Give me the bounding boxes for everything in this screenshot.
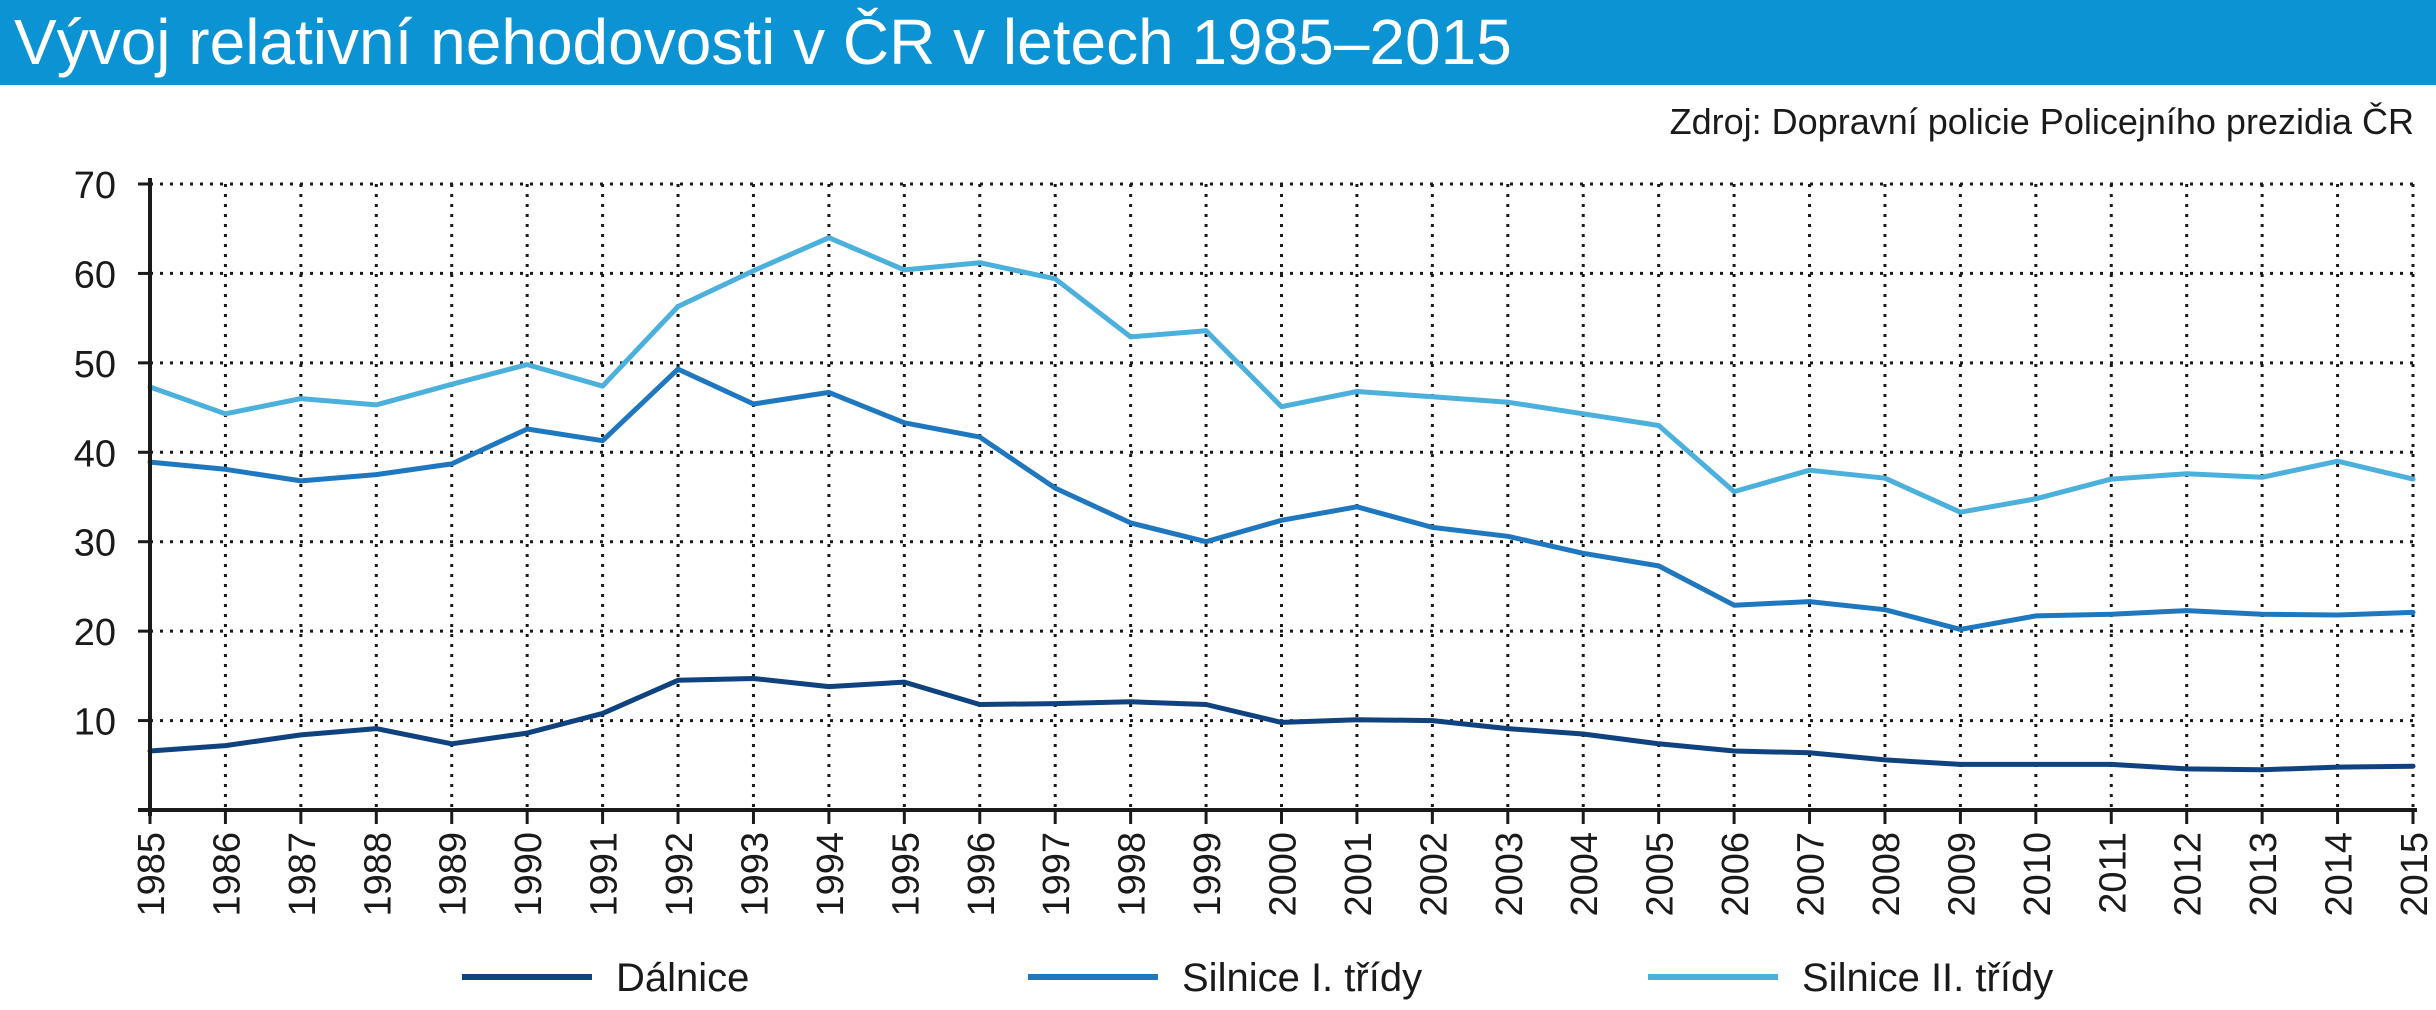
x-tick-label: 2012 [2168,832,2210,917]
x-tick-label: 2014 [2319,832,2361,917]
x-tick-label: 2003 [1489,832,1531,917]
x-tick-label: 2005 [1640,832,1682,917]
x-tick-label: 1990 [508,832,550,917]
series-line-1 [147,676,2416,773]
axes [138,178,2417,824]
x-tick-label: 1994 [810,832,852,917]
page-title: Vývoj relativní nehodovosti v ČR v letec… [14,6,1512,78]
legend-label-1: Dálnice [616,956,749,1000]
y-tick-label: 70 [74,165,116,207]
y-tick-label: 50 [74,344,116,386]
x-tick-label: 2007 [1791,832,1833,917]
x-tick-label: 1988 [357,832,399,917]
legend-label-3: Silnice II. třídy [1802,956,2053,1000]
series-line-2 [147,366,2416,632]
y-tick-label: 10 [74,702,116,744]
x-tick-label: 2004 [1564,832,1606,917]
x-tick-label: 2013 [2243,832,2285,917]
y-tick-label: 20 [74,612,116,654]
x-tick-labels: 1985 1986 1987 1988 1989 1990 1991 1992 1993 1994… [131,832,2436,917]
x-tick-label: 1996 [961,832,1003,917]
y-tick-labels: 10 20 30 40 50 60 70 [74,165,116,744]
x-tick-label: 2008 [1866,832,1908,917]
x-tick-label: 1989 [433,832,475,917]
series-line-3 [147,235,2416,515]
source-note: Zdroj: Dopravní policie Policejního prez… [1669,101,2414,142]
legend-label-2: Silnice I. třídy [1182,956,1422,1000]
x-tick-label: 1986 [206,832,248,917]
x-tick-label: 1993 [734,832,776,917]
x-tick-label: 1992 [659,832,701,917]
x-tick-label: 1999 [1187,832,1229,917]
x-tick-label: 2006 [1715,832,1757,917]
x-tick-label: 1987 [282,832,324,917]
y-tick-label: 30 [74,523,116,565]
grid-lines [150,182,2415,810]
x-tick-label: 1997 [1036,832,1078,917]
x-tick-label: 1985 [131,832,173,917]
x-tick-label: 2011 [2092,832,2134,914]
x-tick-label: 1991 [584,832,626,917]
x-tick-label: 1995 [885,832,927,917]
x-tick-label: 1998 [1112,832,1154,917]
y-tick-label: 40 [74,433,116,475]
title-bar: Vývoj relativní nehodovosti v ČR v letec… [0,0,2436,85]
x-tick-label: 2000 [1263,832,1305,917]
legend: Dálnice Silnice I. třídy Silnice II. třídy [462,956,2053,1000]
x-tick-label: 2001 [1338,832,1380,917]
x-tick-label: 2002 [1413,832,1455,917]
x-tick-label: 2010 [2017,832,2059,917]
x-tick-label: 2015 [2394,832,2436,917]
series-lines [147,235,2416,773]
y-tick-label: 60 [74,254,116,296]
x-tick-label: 2009 [1941,832,1983,917]
